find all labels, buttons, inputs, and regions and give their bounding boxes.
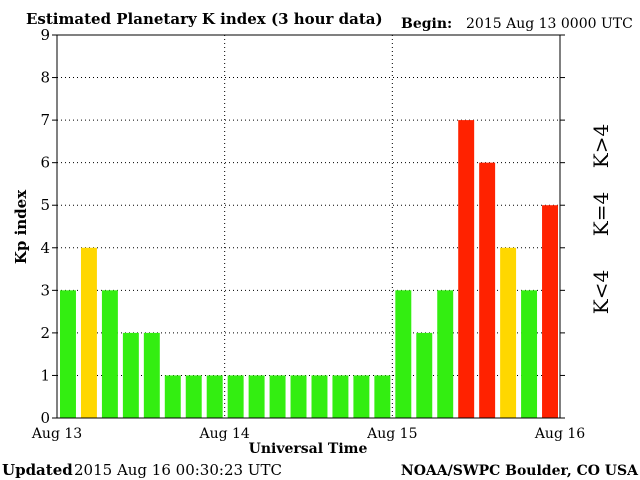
kp-bar (164, 375, 181, 418)
x-axis-title: Universal Time (249, 441, 368, 457)
y-tick-label: 9 (40, 26, 50, 44)
begin-value: 2015 Aug 13 0000 UTC (466, 16, 633, 32)
kp-bar (332, 375, 349, 418)
kp-bar (269, 375, 286, 418)
y-tick-label: 3 (40, 281, 50, 299)
kp-bar (479, 162, 496, 418)
begin-label: Begin: (401, 16, 452, 32)
plot-frame (56, 34, 561, 419)
kp-bar (80, 247, 97, 418)
kp-bar (122, 332, 139, 418)
kp-bar (185, 375, 202, 418)
kp-bar (60, 290, 76, 418)
kp-bar (374, 375, 391, 418)
x-tick-label: Aug 13 (31, 426, 82, 442)
y-tick-label: 0 (40, 409, 50, 427)
kp-bar (227, 375, 244, 418)
kp-bar (353, 375, 370, 418)
kp-bar (101, 290, 118, 418)
kp-bar (206, 375, 223, 418)
y-tick-label: 5 (40, 196, 50, 214)
kp-bar (542, 205, 558, 418)
y-tick-label: 2 (40, 324, 50, 342)
kp-bar (290, 375, 307, 418)
kp-bar (395, 290, 412, 418)
kp-bar (311, 375, 328, 418)
chart-title: Estimated Planetary K index (3 hour data… (26, 10, 383, 28)
source-credit: NOAA/SWPC Boulder, CO USA (401, 463, 639, 479)
x-tick-label: Aug 15 (366, 426, 417, 442)
kp-bar (521, 290, 538, 418)
y-tick-label: 1 (40, 366, 50, 384)
kp-bar (416, 332, 433, 418)
updated-value: 2015 Aug 16 00:30:23 UTC (74, 461, 282, 479)
kp-bar (437, 290, 454, 418)
x-tick-label: Aug 14 (198, 426, 249, 442)
kp-bar (500, 247, 517, 418)
y-tick-label: 4 (40, 239, 50, 257)
kp-bar (143, 332, 160, 418)
updated-label: Updated (2, 461, 73, 479)
x-tick-label: Aug 16 (534, 426, 585, 442)
kp-bar (248, 375, 265, 418)
legend-k-below-4: K<4 (589, 270, 613, 314)
bars (60, 120, 558, 418)
y-tick-label: 8 (40, 69, 50, 87)
kp-bar (458, 120, 475, 418)
y-tick-label: 7 (40, 111, 50, 129)
axis-ticks: 0 1 2 3 4 5 6 7 8 9 Aug 13 Aug 14 Aug 15 Aug 16 (31, 26, 585, 442)
y-tick-label: 6 (40, 154, 50, 172)
legend-k-equal-4: K=4 (589, 192, 613, 236)
legend-k-above-4: K>4 (589, 124, 613, 168)
y-axis-title: Kp index (12, 189, 30, 264)
